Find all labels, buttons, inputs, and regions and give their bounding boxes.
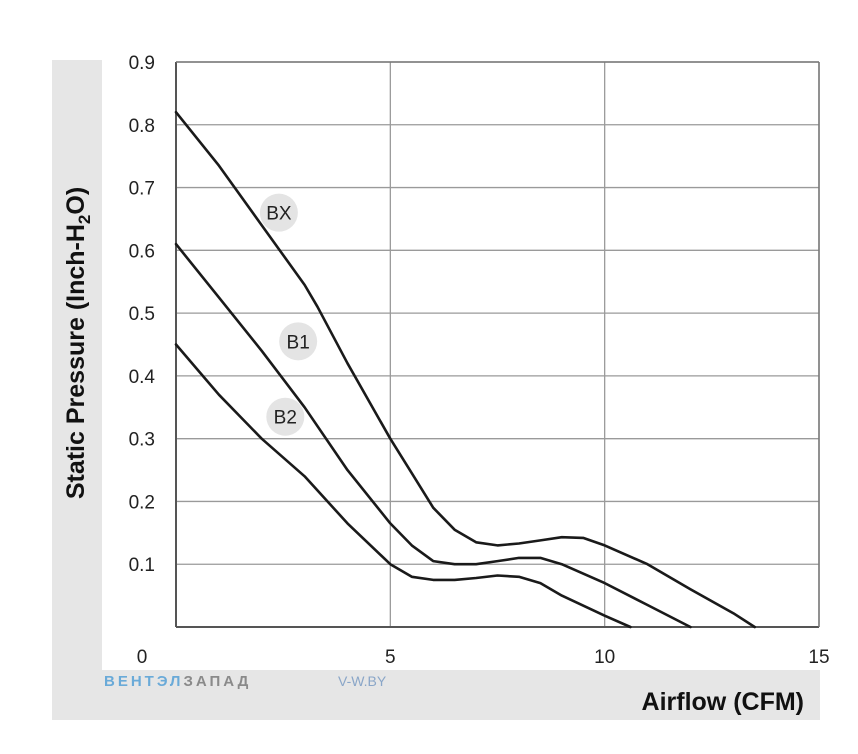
series-line-b1 [174, 242, 692, 629]
x-axis-title: Airflow (CFM) [642, 688, 804, 716]
y-axis-title: Static Pressure (Inch-H2O) [62, 187, 94, 499]
watermark-site: V-W.BY [338, 673, 387, 689]
y-tick-label-8: 0.9 [129, 53, 155, 74]
series-labels: BX B1 B2 [259, 193, 318, 436]
watermark-brand-part1: ВЕНТЭЛ [104, 673, 183, 690]
y-axis-band [52, 60, 102, 720]
x-axis-band [52, 670, 820, 720]
y-tick-label-5: 0.6 [129, 241, 155, 262]
y-tick-label-7: 0.8 [129, 116, 155, 137]
y-tick-label-3: 0.4 [129, 367, 156, 388]
series-line-bx [174, 110, 757, 629]
y-tick-label-1: 0.2 [129, 492, 155, 513]
y-tick-label-2: 0.3 [129, 430, 155, 451]
series-label-badge-b1 [279, 322, 318, 361]
series-label-bx: BX [266, 204, 292, 225]
x-tick-label-3: 15 [808, 647, 829, 668]
watermark-brand-part2: ЗАПАД [183, 673, 251, 690]
y-tick-label-4: 0.5 [129, 304, 155, 325]
tick-labels: 0.1 0.2 0.3 0.4 0.5 0.6 0.7 0.8 0.9 0 5 10 15 [129, 53, 830, 668]
x-tick-label-0: 0 [137, 647, 148, 668]
series-line-b2 [174, 343, 632, 629]
series-label-badge-b2 [266, 397, 305, 436]
x-tick-label-1: 5 [385, 647, 396, 668]
x-tick-label-2: 10 [594, 647, 615, 668]
watermark-brand: ВЕНТЭЛЗАПАД [104, 673, 251, 690]
plot-area [176, 62, 819, 627]
series-label-b2: B2 [274, 408, 297, 429]
axes [175, 61, 820, 628]
y-tick-label-0: 0.1 [129, 555, 155, 576]
y-axis-title-end: O) [62, 187, 90, 215]
y-axis-title-main: Static Pressure (Inch-H [62, 224, 90, 499]
series-label-b1: B1 [287, 332, 310, 353]
y-tick-label-6: 0.7 [129, 179, 155, 200]
series-lines [174, 110, 757, 629]
y-axis-title-subscript: 2 [75, 215, 94, 224]
series-label-badge-bx [259, 193, 298, 232]
